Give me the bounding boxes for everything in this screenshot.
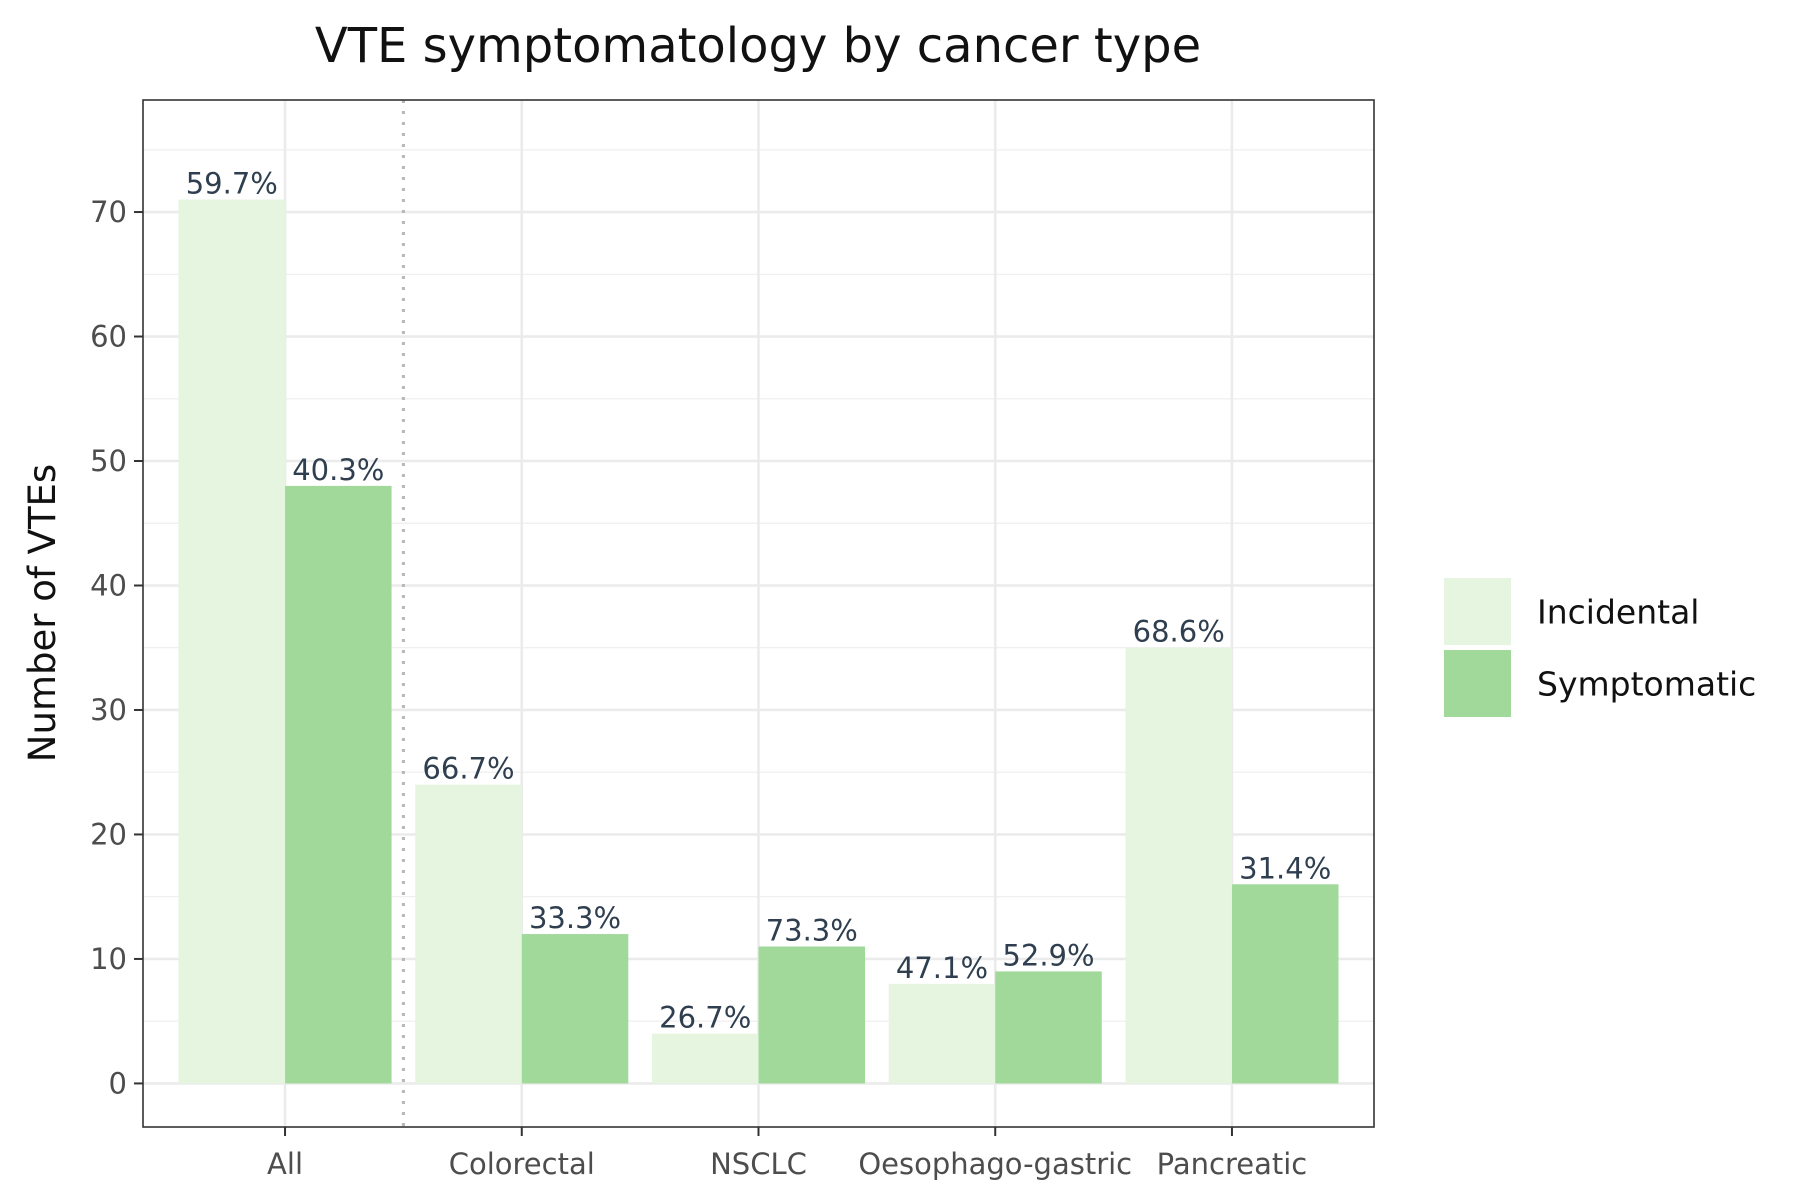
y-tick-label: 60 <box>90 320 127 354</box>
legend: Incidental Symptomatic <box>1444 578 1756 717</box>
bar-symptomatic-colorectal <box>521 934 629 1084</box>
data-label-incidental-pancreatic: 68.6% <box>1133 615 1225 649</box>
y-tick-label: 0 <box>109 1066 127 1100</box>
bar-symptomatic-pancreatic <box>1231 884 1339 1084</box>
y-tick-label: 40 <box>90 568 127 602</box>
x-tick-label-nsclc: NSCLC <box>710 1147 807 1181</box>
y-tick-label: 50 <box>90 444 127 478</box>
data-label-symptomatic-oesophago-gastric: 52.9% <box>1002 938 1094 972</box>
legend-key-symptomatic <box>1444 650 1511 717</box>
data-label-incidental-oesophago-gastric: 47.1% <box>896 951 988 985</box>
bars <box>178 199 1339 1084</box>
bar-incidental-all <box>178 199 286 1084</box>
y-tick-label: 70 <box>90 195 127 229</box>
bar-incidental-oesophago-gastric <box>888 983 996 1084</box>
data-label-incidental-nsclc: 26.7% <box>659 1001 751 1035</box>
data-label-incidental-all: 59.7% <box>186 167 278 201</box>
legend-label-incidental: Incidental <box>1537 593 1699 632</box>
data-label-symptomatic-nsclc: 73.3% <box>766 913 858 947</box>
x-tick-label-oesophago-gastric: Oesophago-gastric <box>858 1147 1132 1181</box>
y-tick-label: 30 <box>90 693 127 727</box>
legend-key-incidental <box>1444 578 1511 645</box>
bar-incidental-colorectal <box>415 784 522 1084</box>
chart-title: VTE symptomatology by cancer type <box>315 18 1201 74</box>
bar-incidental-pancreatic <box>1125 647 1232 1084</box>
y-axis-label: Number of VTEs <box>21 464 64 762</box>
y-tick-label: 10 <box>90 942 127 976</box>
axes: 0 10 20 30 40 50 60 70 All Colorectal NSCLC Oesopha… <box>90 195 1307 1181</box>
legend-label-symptomatic: Symptomatic <box>1537 665 1756 704</box>
x-tick-label-colorectal: Colorectal <box>449 1147 595 1181</box>
x-tick-label-all: All <box>267 1147 303 1181</box>
data-label-incidental-colorectal: 66.7% <box>422 752 514 786</box>
x-tick-label-pancreatic: Pancreatic <box>1157 1147 1308 1181</box>
data-label-symptomatic-all: 40.3% <box>292 453 384 487</box>
bar-symptomatic-all <box>285 485 392 1084</box>
data-label-symptomatic-colorectal: 33.3% <box>529 901 621 935</box>
data-labels: 59.7% 40.3% 66.7% 33.3% 26.7% 73.3% 47.1% 52.9%… <box>186 167 1332 1035</box>
bar-symptomatic-nsclc <box>758 946 866 1084</box>
y-tick-label: 20 <box>90 817 127 851</box>
bar-symptomatic-oesophago-gastric <box>995 971 1102 1084</box>
data-label-symptomatic-pancreatic: 31.4% <box>1239 851 1331 885</box>
bar-incidental-nsclc <box>651 1033 759 1084</box>
